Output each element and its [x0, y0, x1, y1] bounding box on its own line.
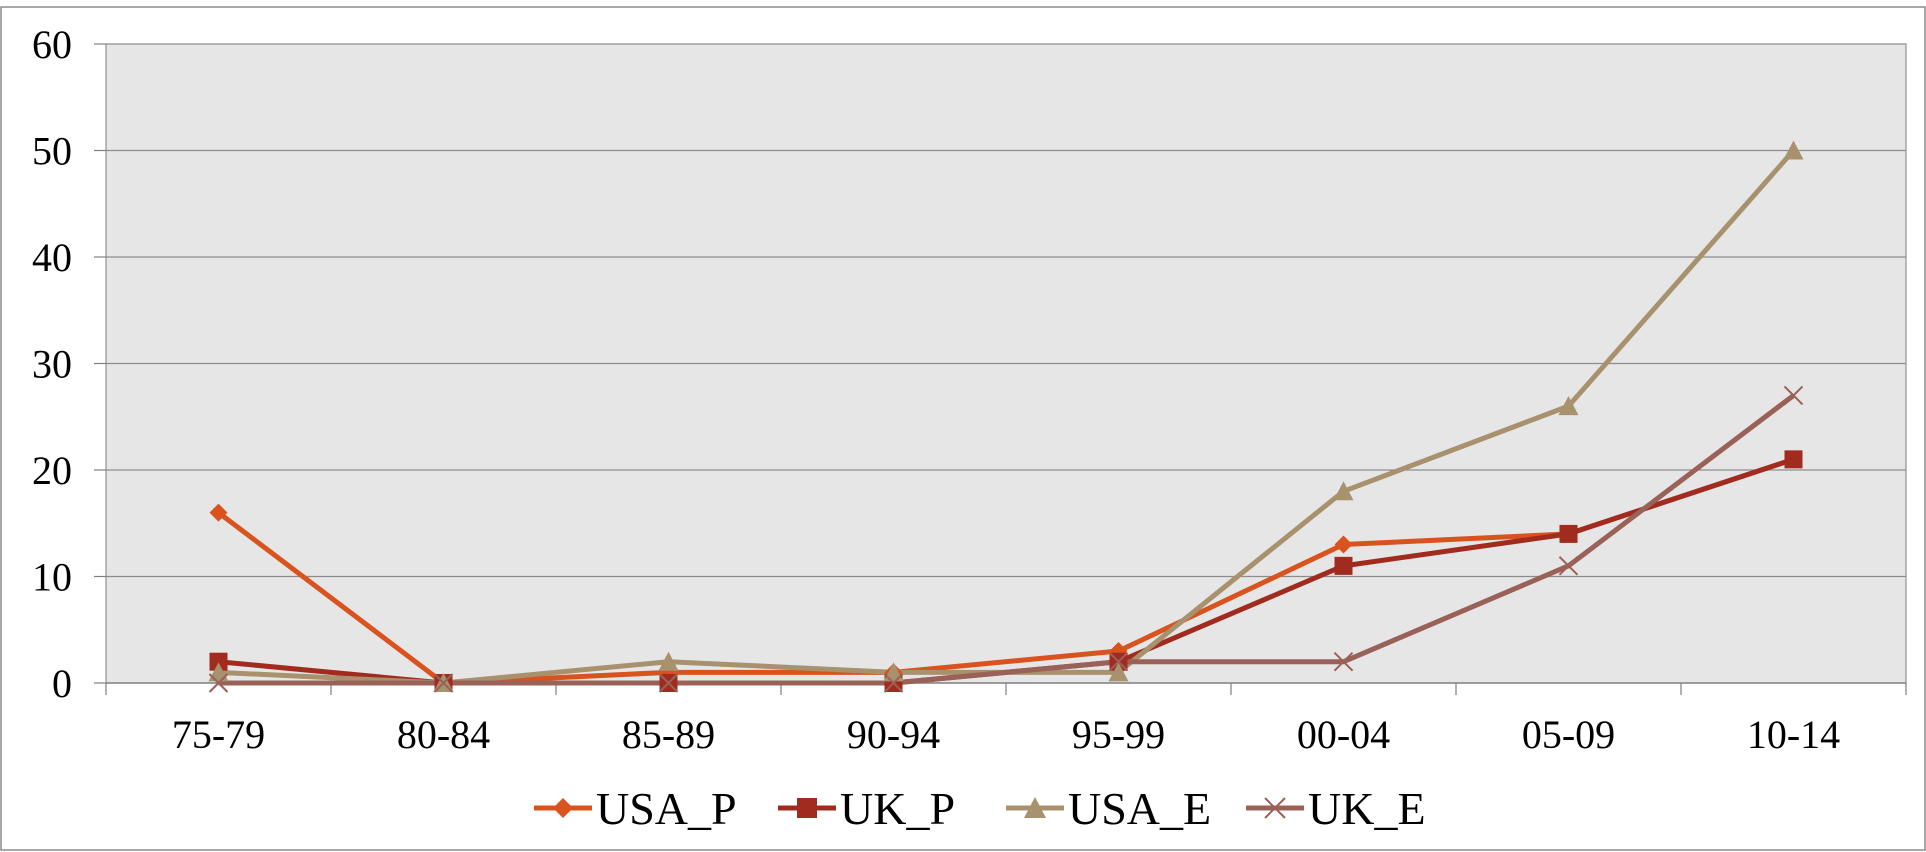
legend-item-usa-e: USA_E [1006, 783, 1211, 834]
data-point-usa-e [1333, 481, 1354, 501]
legend-swatch-marker [797, 798, 817, 818]
data-point-usa-e [1558, 396, 1579, 416]
y-tick-label: 60 [32, 22, 72, 67]
data-point-uk-e [883, 673, 904, 693]
legend: USA_P UK_P USA_E UK_E [534, 783, 1426, 834]
legend-label: UK_E [1308, 783, 1426, 834]
data-point-uk-e [1108, 651, 1129, 672]
x-marker-stroke [1108, 651, 1129, 672]
data-point-uk-e [1558, 556, 1579, 576]
legend-item-uk-e: UK_E [1246, 783, 1426, 834]
axes: 0 10 20 30 40 50 60 75-79 80-84 85-89 90-94 95-99 00… [32, 22, 1907, 757]
x-tick-label: 75-79 [172, 712, 265, 757]
x-tick-label: 80-84 [397, 712, 490, 757]
data-point-usa-e [1783, 140, 1804, 160]
data-point-uk-e [433, 673, 454, 693]
legend-item-uk-p: UK_P [778, 783, 955, 834]
data-point-uk-e [1783, 385, 1804, 406]
x-marker-stroke [1783, 385, 1804, 406]
data-point-usa-e [658, 651, 679, 671]
data-point-uk-p [1784, 450, 1803, 469]
legend-label: UK_P [840, 783, 955, 834]
data-point-usa-p [209, 503, 228, 522]
y-tick-label: 40 [32, 235, 72, 280]
data-point-uk-p [1334, 556, 1353, 575]
x-marker-stroke [658, 673, 679, 693]
series-markers [208, 140, 1804, 693]
legend-swatch-marker [553, 798, 573, 818]
series-lines [216, 148, 1796, 686]
data-point-uk-e [658, 673, 679, 693]
x-tick-label: 00-04 [1297, 712, 1390, 757]
x-tick-label: 10-14 [1747, 712, 1840, 757]
data-point-usa-e [1108, 662, 1129, 682]
y-tick-label: 30 [32, 342, 72, 387]
x-marker-stroke [433, 673, 454, 693]
legend-item-usa-p: USA_P [534, 783, 737, 834]
x-marker-stroke [1264, 797, 1286, 819]
x-marker-stroke [883, 673, 904, 693]
data-point-usa-p [1334, 535, 1353, 554]
legend-label: USA_P [596, 783, 737, 834]
x-tick-label: 90-94 [847, 712, 940, 757]
y-tick-label: 0 [52, 661, 72, 706]
legend-swatch-marker [1024, 797, 1046, 818]
x-marker-stroke [1558, 556, 1579, 576]
data-point-uk-e [208, 673, 229, 693]
y-tick-label: 50 [32, 129, 72, 174]
y-tick-label: 10 [32, 555, 72, 600]
y-tick-label: 20 [32, 448, 72, 493]
data-point-uk-p [209, 652, 228, 671]
series-line-uk-e [218, 393, 1796, 686]
x-tick-label: 95-99 [1072, 712, 1165, 757]
x-marker-stroke [208, 673, 229, 693]
x-tick-label: 85-89 [622, 712, 715, 757]
gridlines [106, 43, 1906, 578]
data-point-uk-p [1559, 524, 1578, 543]
data-point-uk-e [1333, 651, 1354, 672]
x-marker-stroke [1333, 651, 1354, 672]
legend-swatch-marker [1264, 797, 1286, 819]
legend-label: USA_E [1068, 783, 1211, 834]
x-tick-label: 05-09 [1522, 712, 1615, 757]
